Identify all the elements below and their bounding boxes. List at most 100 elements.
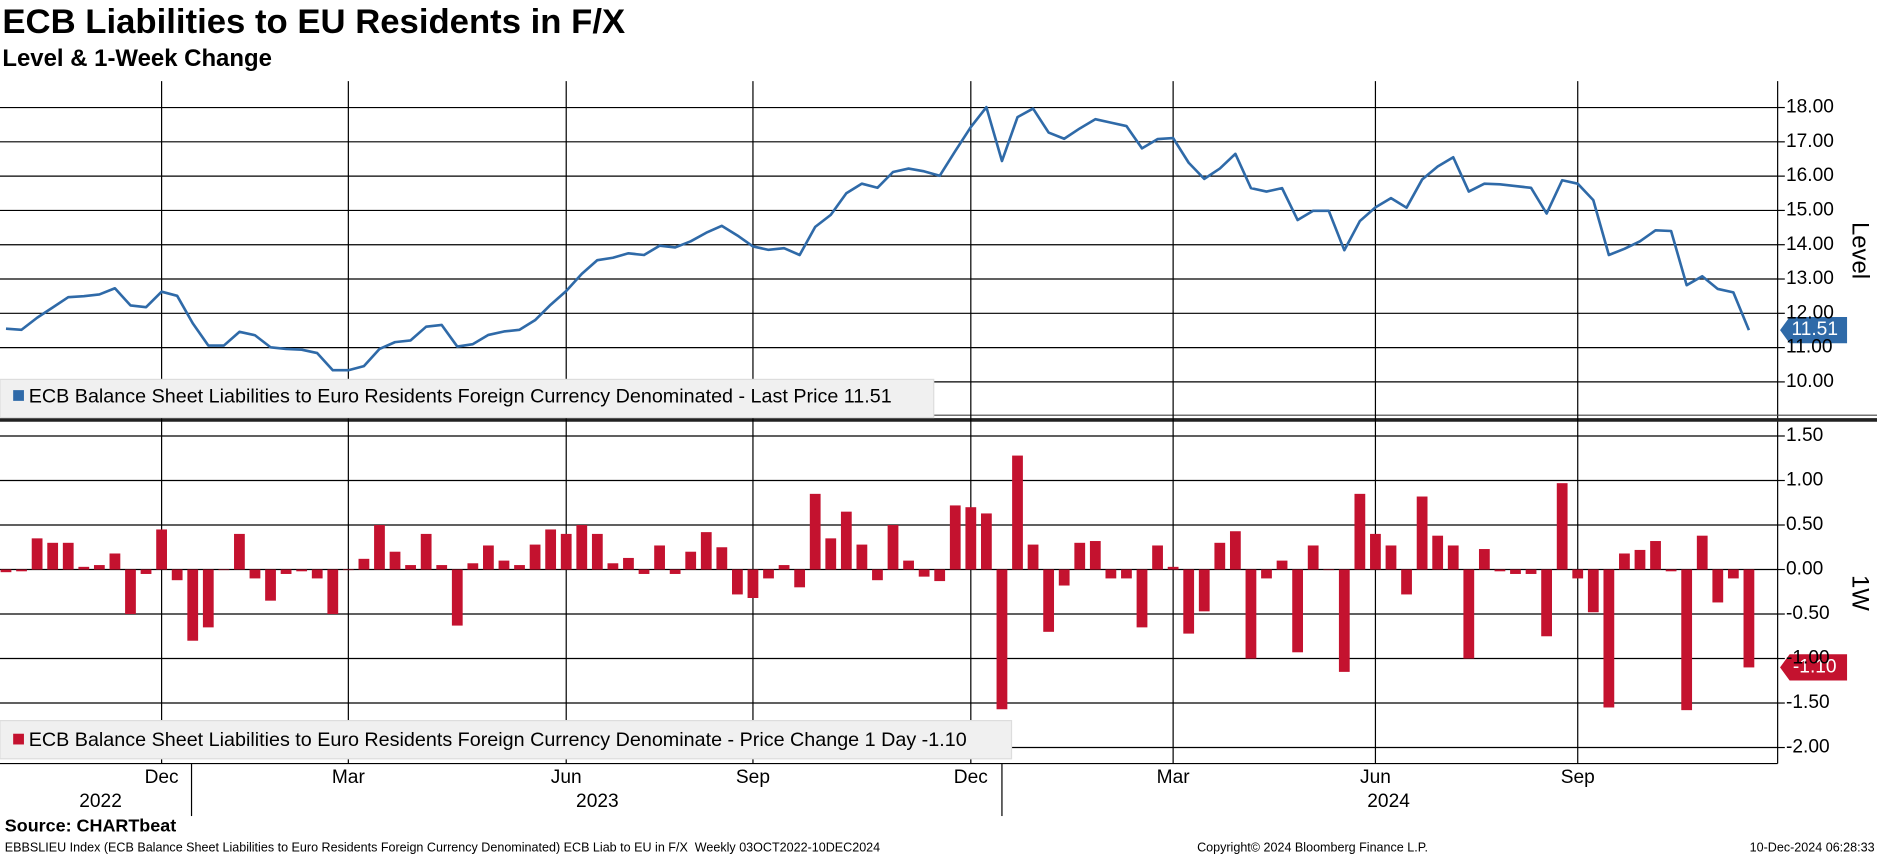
bar: [607, 563, 619, 570]
bar: [265, 569, 276, 601]
bar: [716, 547, 728, 570]
bar: [125, 569, 136, 615]
y-tick-label: 17.00: [1786, 131, 1834, 152]
bar: [996, 569, 1008, 710]
bar: [872, 569, 883, 581]
bar: [825, 538, 837, 570]
bar: [1541, 569, 1552, 637]
timestamp: 10-Dec-2024 06:28:33: [1750, 841, 1875, 855]
y-tick-label: 10.00: [1786, 371, 1834, 392]
bar: [31, 538, 43, 570]
bar: [171, 569, 183, 581]
bar: [1089, 541, 1101, 570]
bar: [654, 545, 665, 570]
bar: [1556, 483, 1568, 570]
bar: [342, 569, 354, 571]
bar: [591, 533, 603, 570]
y-tick-label: 0.50: [1786, 514, 1823, 535]
bar: [467, 563, 479, 570]
bar: [1385, 545, 1397, 570]
bar: [1292, 569, 1304, 653]
chart-subtitle: Level & 1-Week Change: [2, 45, 272, 72]
bar: [1463, 569, 1475, 659]
bar: [1401, 569, 1412, 595]
bar: [234, 533, 245, 570]
bar: [1074, 542, 1086, 570]
legend-swatch: [13, 733, 24, 745]
y-tick-label: 13.00: [1786, 268, 1834, 289]
bar: [436, 565, 448, 570]
bar: [1043, 569, 1055, 632]
bar: [638, 569, 650, 574]
x-tick-label: Dec: [954, 767, 988, 788]
y-tick-label: -0.50: [1786, 603, 1830, 624]
bar: [545, 529, 557, 570]
bar: [949, 505, 961, 570]
bar: [1743, 569, 1755, 668]
legend-label: ECB Balance Sheet Liabilities to Euro Re…: [29, 729, 967, 751]
bar: [1696, 535, 1708, 570]
bar: [1105, 569, 1117, 579]
bar: [1619, 553, 1630, 570]
bar: [1650, 541, 1661, 570]
bar: [109, 553, 121, 570]
bar: [965, 507, 977, 570]
bar: [93, 565, 105, 570]
bar: [918, 569, 930, 577]
last-value-label: -1.10: [1793, 656, 1837, 677]
bar: [576, 525, 588, 570]
bar: [903, 560, 914, 570]
bar: [1214, 542, 1226, 570]
bar: [747, 569, 759, 598]
bar: [1183, 569, 1195, 634]
legend-swatch: [13, 390, 24, 401]
bar: [1136, 569, 1148, 628]
bar: [1198, 569, 1210, 612]
bar: [1012, 455, 1023, 570]
bar: [700, 532, 712, 570]
footer: EBBSLIEU Index (ECB Balance Sheet Liabil…: [5, 841, 880, 855]
y-tick-label: 18.00: [1786, 97, 1834, 118]
bar: [1572, 569, 1584, 579]
bar: [1245, 569, 1257, 659]
bar: [327, 569, 339, 615]
grid: [0, 81, 1778, 764]
bar: [405, 565, 416, 570]
overlay: 11.51 ECB Balance Sheet Liabilities to Eu…: [0, 316, 1848, 760]
bar: [1727, 569, 1739, 579]
bar: [669, 569, 681, 574]
bar: [1354, 493, 1366, 570]
bar: [156, 529, 167, 570]
bar: [1229, 531, 1241, 570]
x-tick-label: Dec: [145, 767, 179, 788]
bar: [514, 565, 525, 570]
legend-box: [0, 720, 1013, 760]
bar: [1447, 545, 1459, 570]
bar: [140, 569, 152, 574]
bar: [498, 560, 510, 570]
bar: [560, 533, 572, 570]
line: [5, 105, 1751, 372]
bar: [778, 565, 790, 570]
x-tick-label: Mar: [1157, 767, 1191, 788]
bar: [1525, 569, 1537, 574]
bar: [1370, 533, 1381, 570]
bar: [763, 569, 774, 579]
bar: [78, 566, 90, 570]
bar: [732, 569, 743, 595]
bar: [389, 551, 401, 570]
bar: [856, 544, 868, 570]
y-tick-label: 15.00: [1786, 199, 1834, 220]
marks: [0, 105, 1755, 711]
chart-title: ECB Liabilities to EU Residents in F/X: [2, 3, 625, 41]
x-tick-label: Mar: [332, 767, 366, 788]
bar: [16, 569, 27, 572]
bar: [794, 569, 806, 588]
y-tick-label: -2.00: [1786, 737, 1830, 758]
bar: [1665, 569, 1677, 572]
x-year-label: 2024: [1367, 791, 1410, 812]
bar: [1261, 569, 1272, 579]
bar: [685, 551, 697, 570]
bar: [1712, 569, 1724, 603]
